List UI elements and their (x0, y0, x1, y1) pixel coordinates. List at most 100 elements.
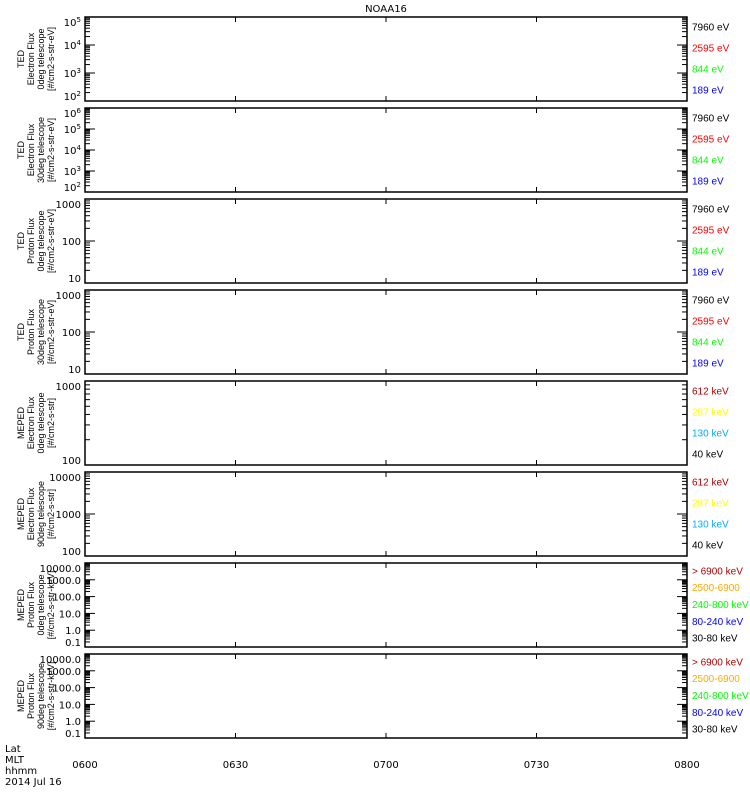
y-axis-label-line: Electron Flux (26, 32, 36, 85)
y-axis-label-line: Electron Flux (26, 487, 36, 540)
y-axis-label-line: MEPED (16, 498, 26, 531)
panel-frame (84, 562, 688, 648)
legend-entry: 30-80 keV (692, 634, 738, 645)
y-tick-exponent: 6 (77, 107, 82, 115)
y-tick-label: 1000.0 (46, 667, 81, 678)
y-axis-label-line: [#/cm2-s-str-eV] (46, 209, 56, 273)
y-axis-label-line: TED (16, 231, 26, 250)
y-axis-label: TEDElectron Flux30deg telescope[#/cm2-s-… (16, 117, 56, 183)
x-tick-label: 0730 (524, 760, 549, 771)
legend-entry: 844 eV (692, 65, 724, 76)
y-axis-label-line: [#/cm2-s-str-eV] (46, 27, 56, 91)
y-tick-label: 105 (64, 123, 81, 136)
y-axis-label: TEDElectron Flux0deg telescope[#/cm2-s-s… (16, 27, 56, 91)
y-axis-label: MEPEDProton Flux90deg telescope[#/cm2-s-… (16, 662, 56, 731)
y-axis-label-line: Proton Flux (26, 308, 36, 355)
y-tick-label: 104 (64, 39, 82, 52)
legend-entry: 130 keV (692, 520, 729, 531)
y-axis-label-line: 0deg telescope (36, 392, 46, 453)
legend-entry: 7960 eV (692, 296, 730, 307)
y-axis-label-line: [#/cm2-s-str] (46, 489, 56, 539)
y-axis-label: MEPEDElectron Flux0deg telescope[#/cm2-s… (16, 392, 56, 453)
y-axis-label-line: 90deg telescope (36, 663, 46, 729)
footer-label: 2014 Jul 16 (5, 777, 62, 788)
legend-entry: 80-240 keV (692, 708, 743, 719)
y-tick-exponent: 2 (77, 181, 81, 189)
y-tick-label: 100 (62, 456, 81, 467)
x-tick-label: 0600 (72, 760, 97, 771)
chart-title: NOAA16 (365, 4, 407, 15)
y-tick-label: 106 (64, 107, 82, 120)
y-axis-label: MEPEDProton Flux0deg telescope[#/cm2-s-s… (16, 571, 56, 640)
y-tick-label: 100 (62, 328, 81, 339)
y-tick-label: 1.0 (65, 626, 81, 637)
y-tick-label: 103 (64, 67, 81, 80)
y-tick-label: 105 (64, 16, 81, 29)
y-tick-label: 1000 (56, 291, 81, 302)
panel-7: 0.11.010.0100.01000.010000.0MEPEDProton … (16, 562, 749, 649)
panel-frame (84, 198, 688, 284)
legend-entry: 2595 eV (692, 226, 730, 237)
legend-entry: 7960 eV (692, 23, 730, 34)
legend-entry: 189 eV (692, 268, 724, 279)
y-tick-label: 100 (62, 237, 81, 248)
y-axis-label-line: TED (16, 140, 26, 159)
y-tick-label: 10 (68, 365, 81, 376)
y-axis-label-line: 0deg telescope (36, 28, 46, 89)
y-tick-label: 100.0 (52, 593, 81, 604)
y-tick-label: 102 (64, 181, 81, 194)
y-tick-exponent: 4 (77, 144, 82, 152)
y-tick-label: 1000 (56, 200, 81, 211)
legend-entry: 189 eV (692, 86, 724, 97)
y-axis-label-line: Proton Flux (26, 581, 36, 628)
legend-entry: 287 keV (692, 408, 729, 419)
y-axis-label-line: 0deg telescope (36, 210, 46, 271)
panel-2: 102 103 104 105 106 TEDElectron Flux30deg tel… (16, 107, 730, 194)
legend-entry: 612 keV (692, 387, 729, 398)
x-tick-label: 0630 (223, 760, 248, 771)
legend-entry: 844 eV (692, 338, 724, 349)
y-tick-label: 104 (64, 144, 82, 157)
y-tick-label: 100 (62, 547, 81, 558)
y-tick-label: 1000 (56, 510, 81, 521)
y-tick-label: 0.1 (65, 729, 81, 740)
legend-entry: 189 eV (692, 359, 724, 370)
panel-frame (84, 289, 688, 375)
footer-label: Lat (5, 744, 21, 755)
y-tick-label: 1000 (56, 382, 81, 393)
y-axis-label-line: Proton Flux (26, 217, 36, 264)
x-tick-label: 0800 (674, 760, 699, 771)
y-axis-label-line: TED (16, 49, 26, 68)
legend-entry: 844 eV (692, 156, 724, 167)
y-tick-exponent: 2 (77, 90, 81, 98)
panel-8: 0.11.010.0100.01000.010000.0MEPEDProton … (16, 653, 749, 740)
y-tick-label: 1.0 (65, 717, 81, 728)
y-tick-exponent: 5 (77, 123, 81, 131)
legend-entry: 2595 eV (692, 135, 730, 146)
legend-entry: 189 eV (692, 177, 724, 188)
legend-entry: > 6900 keV (692, 566, 743, 577)
legend-entry: 844 eV (692, 247, 724, 258)
y-axis-label-line: [#/cm2-s-str-eV] (46, 118, 56, 182)
y-axis-label-line: [#/cm2-s-str-keV] (46, 662, 56, 731)
y-tick-label: 10000.0 (40, 655, 81, 666)
legend-entry: > 6900 keV (692, 657, 743, 668)
legend-entry: 130 keV (692, 429, 729, 440)
y-tick-label: 102 (64, 90, 81, 103)
y-axis-label-line: [#/cm2-s-str-eV] (46, 300, 56, 364)
y-axis-label-line: [#/cm2-s-str] (46, 398, 56, 448)
y-axis-label-line: MEPED (16, 407, 26, 440)
legend-entry: 240-800 keV (692, 600, 749, 611)
y-axis-label-line: [#/cm2-s-str-keV] (46, 571, 56, 640)
legend-entry: 2500-6900 (692, 583, 740, 594)
y-axis-label-line: 90deg telescope (36, 481, 46, 547)
legend-entry: 240-800 keV (692, 691, 749, 702)
panel-frame (84, 653, 688, 739)
y-tick-label: 10 (68, 274, 81, 285)
legend-entry: 40 keV (692, 541, 723, 552)
y-axis-label-line: 0deg telescope (36, 574, 46, 635)
legend-entry: 40 keV (692, 450, 723, 461)
legend-entry: 2500-6900 (692, 674, 740, 685)
